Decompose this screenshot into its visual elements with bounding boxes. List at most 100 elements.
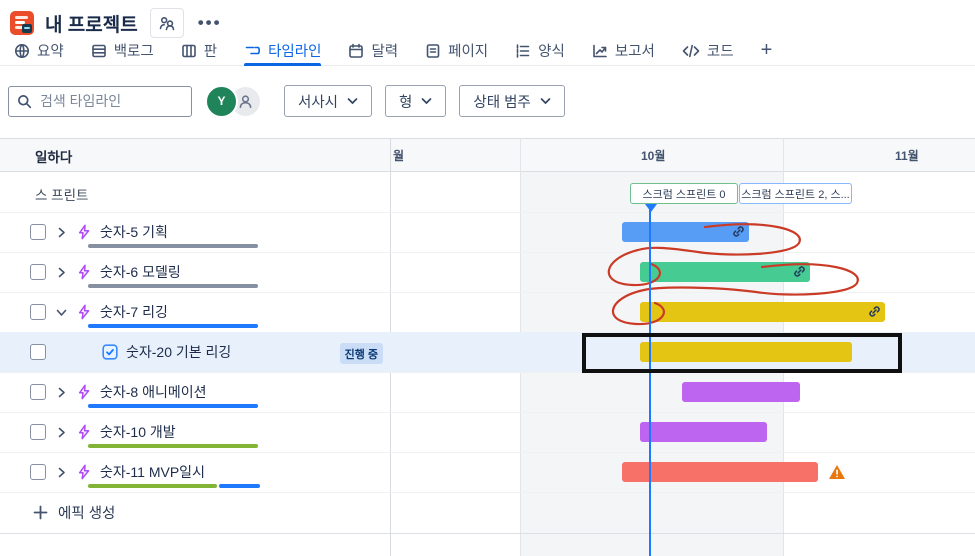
nav-tab-label: 보고서 xyxy=(614,44,655,60)
row-checkbox[interactable] xyxy=(30,384,46,400)
person-icon xyxy=(239,94,252,108)
month-label: 10월 xyxy=(641,149,666,163)
chevron-right-icon[interactable] xyxy=(54,265,68,279)
epic-progress-bar xyxy=(88,244,258,248)
issue-label: 숫자-7 리깅 xyxy=(100,304,168,320)
gantt-bar[interactable] xyxy=(640,422,767,442)
epic-progress-bar xyxy=(88,284,258,288)
page-icon xyxy=(425,43,441,59)
issue-label: 숫자-6 모델링 xyxy=(100,264,181,280)
create-epic-label: 에픽 생성 xyxy=(58,506,116,522)
link-icon[interactable] xyxy=(732,225,745,243)
issue-label: 숫자-10 개발 xyxy=(100,424,176,440)
issue-row[interactable]: 숫자-8 애니메이션 xyxy=(0,372,390,412)
epic-progress-bar xyxy=(88,444,258,448)
tab-forms[interactable]: 양식 xyxy=(515,36,565,65)
page-title: 내 프로젝트 xyxy=(45,14,138,36)
sprint-marker[interactable]: 스크럼 스프린트 2, 스... xyxy=(739,183,852,204)
row-checkbox[interactable] xyxy=(30,224,46,240)
user-avatar[interactable]: Y xyxy=(205,84,238,118)
report-icon xyxy=(592,43,608,59)
chevron-down-icon xyxy=(347,98,358,105)
warning-icon[interactable] xyxy=(828,464,846,485)
chevron-right-icon[interactable] xyxy=(54,225,68,239)
add-tab-button[interactable]: + xyxy=(760,39,773,61)
epic-icon xyxy=(76,304,92,320)
people-icon xyxy=(159,16,174,31)
calendar-icon xyxy=(348,43,364,59)
more-menu-button[interactable]: ••• xyxy=(197,13,222,32)
timeline-board: 일하다 스 프린트 월 10월 11월 스크럼 스프린트 0 스크럼 스프린트 2, 스… xyxy=(0,138,975,556)
gantt-bar[interactable] xyxy=(640,302,885,322)
epic-progress-bar xyxy=(88,484,217,488)
row-separator xyxy=(0,452,975,453)
top-bar: 내 프로젝트 ••• xyxy=(0,0,975,38)
tab-summary[interactable]: 요약 xyxy=(14,36,64,65)
tab-backlog[interactable]: 백로그 xyxy=(91,36,154,65)
tab-calendar[interactable]: 달력 xyxy=(348,36,398,65)
search-box xyxy=(8,85,192,117)
board-icon xyxy=(181,43,197,59)
row-separator xyxy=(0,372,975,373)
tab-board[interactable]: 판 xyxy=(181,36,217,65)
nav-tab-label: 요약 xyxy=(37,44,64,60)
create-epic-button[interactable]: 에픽 생성 xyxy=(0,492,390,533)
share-people-button[interactable] xyxy=(149,8,184,38)
tab-reports[interactable]: 보고서 xyxy=(592,36,655,65)
row-separator xyxy=(0,212,975,213)
tab-timeline[interactable]: 타임라인 xyxy=(244,36,322,66)
gantt-bar[interactable] xyxy=(622,462,818,482)
gantt-bar[interactable] xyxy=(640,262,810,282)
issue-row[interactable]: 숫자-20 기본 리깅 진행 중 xyxy=(0,332,390,372)
board-bottom-divider xyxy=(0,533,975,534)
gantt-bar[interactable] xyxy=(622,222,749,242)
row-checkbox[interactable] xyxy=(30,464,46,480)
tab-pages[interactable]: 페이지 xyxy=(425,36,488,65)
epic-progress-bar xyxy=(219,484,260,488)
tab-code[interactable]: 코드 xyxy=(682,36,734,65)
chevron-down-icon xyxy=(540,98,551,105)
bar-selection-outline[interactable] xyxy=(582,333,902,373)
issue-row[interactable]: 숫자-7 리깅 xyxy=(0,292,390,332)
board-header-row xyxy=(0,138,975,172)
type-filter-dropdown[interactable]: 형 xyxy=(385,85,447,117)
gantt-bar[interactable] xyxy=(640,342,852,362)
issue-row[interactable]: 숫자-5 기획 xyxy=(0,212,390,252)
plus-icon xyxy=(33,505,48,520)
issue-row[interactable]: 숫자-6 모델링 xyxy=(0,252,390,292)
issue-label: 숫자-8 애니메이션 xyxy=(100,384,207,400)
sprint-marker[interactable]: 스크럼 스프린트 0 xyxy=(630,183,738,204)
chevron-right-icon[interactable] xyxy=(54,465,68,479)
filter-bar: Y 서사시 형 상태 범주 xyxy=(8,84,975,118)
search-input[interactable] xyxy=(8,85,192,117)
nav-tab-label: 양식 xyxy=(538,44,565,60)
nav-tab-label: 달력 xyxy=(371,44,399,60)
chevron-right-icon[interactable] xyxy=(54,385,68,399)
row-separator xyxy=(0,492,975,493)
row-checkbox[interactable] xyxy=(30,424,46,440)
gantt-bar[interactable] xyxy=(682,382,800,402)
epic-progress-bar xyxy=(88,404,258,408)
today-line xyxy=(649,208,651,556)
nav-tab-label: 백로그 xyxy=(113,44,154,60)
status-category-label: 상태 범주 xyxy=(473,94,531,111)
status-category-dropdown[interactable]: 상태 범주 xyxy=(459,85,565,117)
code-icon xyxy=(682,44,700,58)
issue-row[interactable]: 숫자-10 개발 xyxy=(0,412,390,452)
link-icon[interactable] xyxy=(868,305,881,323)
epic-filter-dropdown[interactable]: 서사시 xyxy=(284,85,373,117)
chevron-right-icon[interactable] xyxy=(54,425,68,439)
project-avatar-icon xyxy=(10,11,34,35)
epic-icon xyxy=(76,384,92,400)
link-icon[interactable] xyxy=(793,265,806,283)
row-separator xyxy=(0,412,975,413)
row-checkbox[interactable] xyxy=(30,344,46,360)
type-filter-label: 형 xyxy=(399,94,413,111)
row-checkbox[interactable] xyxy=(30,304,46,320)
chevron-down-icon[interactable] xyxy=(54,305,68,319)
issue-row[interactable]: 숫자-11 MVP일시 xyxy=(0,452,390,492)
timeline-icon xyxy=(244,43,261,58)
month-label: 11월 xyxy=(895,149,919,163)
row-checkbox[interactable] xyxy=(30,264,46,280)
